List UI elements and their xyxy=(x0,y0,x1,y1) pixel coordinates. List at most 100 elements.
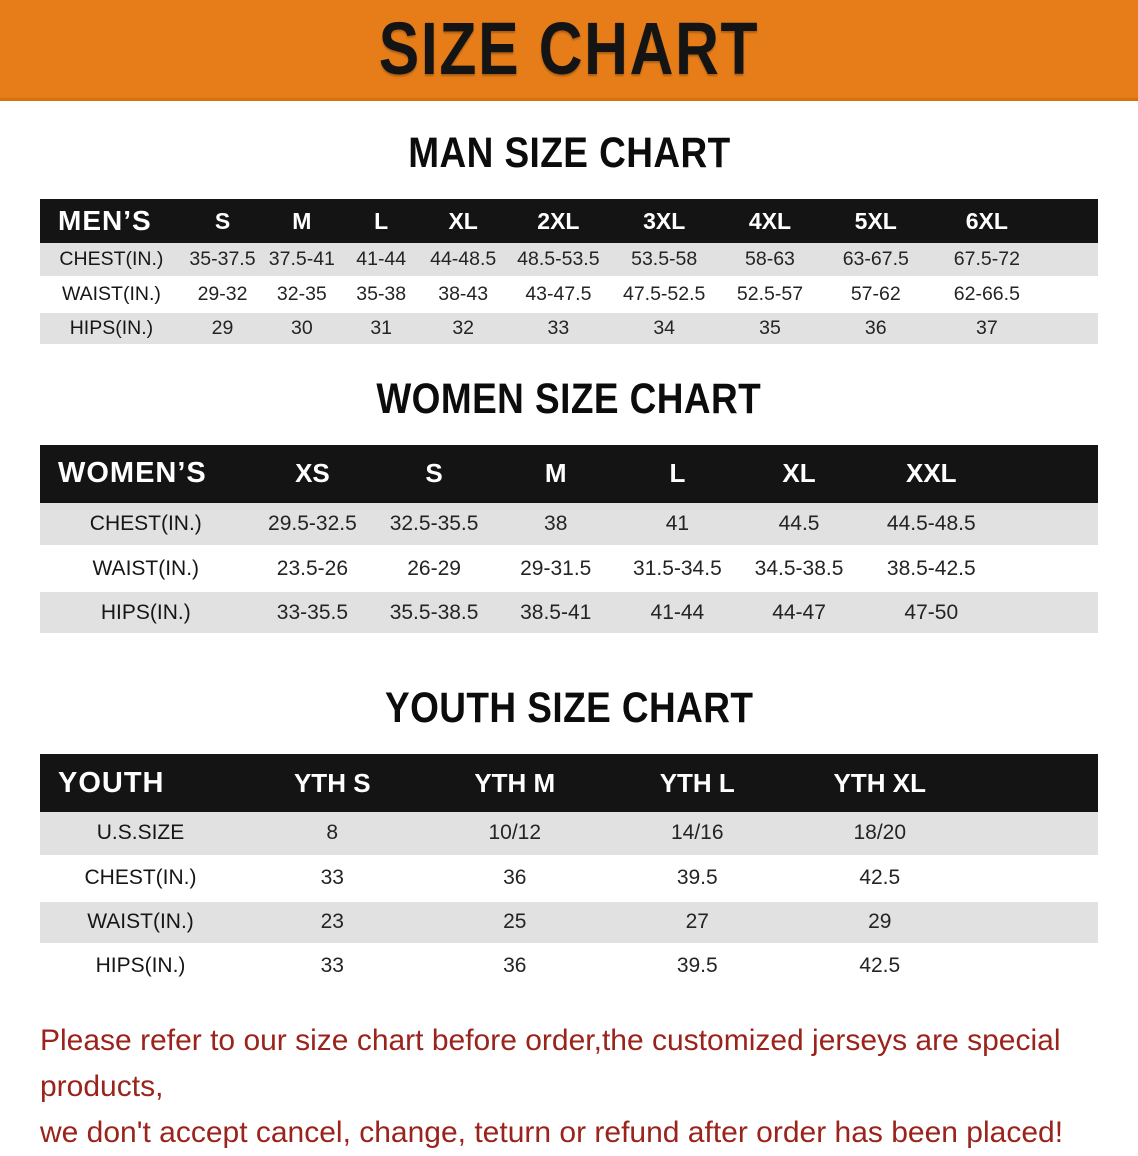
size-table: MEN’S S M L XL 2XL 3XL 4XL 5XL 6XL CHEST(IN.) 35-37… xyxy=(40,199,1098,347)
table-header-row: YOUTH YTH S YTH M YTH L YTH XL xyxy=(40,754,1098,812)
size-value-cell: 38-43 xyxy=(438,282,489,305)
corner-label: WOMEN’S xyxy=(40,444,252,503)
row-filler xyxy=(1045,243,1098,277)
row-label: WAIST(IN.) xyxy=(87,910,194,933)
column-header: XL xyxy=(738,444,860,503)
size-value-cell: 31.5-34.5 xyxy=(633,556,722,580)
row-filler xyxy=(1003,591,1098,635)
men-size-table: MEN’S S M L XL 2XL 3XL 4XL 5XL 6XL CHEST(IN.) 35-37… xyxy=(40,199,1098,347)
size-value-cell: 33 xyxy=(547,316,570,339)
row-filler xyxy=(1045,311,1098,345)
table-header-row: WOMEN’S XS S M L XL XXL xyxy=(40,444,1098,503)
column-header: XL xyxy=(420,199,506,243)
size-value-cell: 38.5-42.5 xyxy=(886,556,976,580)
table-row: U.S.SIZE 8 10/12 14/16 18/20 xyxy=(40,812,1098,856)
men-section-title: MAN SIZE CHART xyxy=(407,129,731,177)
size-value-cell: 36 xyxy=(503,866,527,889)
size-value-cell: 26-29 xyxy=(407,556,461,580)
size-value-cell: 33 xyxy=(320,954,344,977)
column-header: XXL xyxy=(859,444,1003,503)
header-filler xyxy=(971,754,1098,812)
size-value-cell: 41 xyxy=(665,511,690,535)
disclaimer-line-2: we don't accept cancel, change, teturn o… xyxy=(40,1115,1064,1149)
size-value-cell: 29 xyxy=(211,316,234,339)
size-value-cell: 32-35 xyxy=(276,282,327,305)
size-value-cell: 44.5 xyxy=(778,511,820,535)
size-value-cell: 34 xyxy=(653,316,676,339)
row-filler xyxy=(971,944,1098,988)
size-value-cell: 44-48.5 xyxy=(430,247,497,270)
youth-size-table: YOUTH YTH S YTH M YTH L YTH XL U.S.SIZE 8 10/12… xyxy=(40,754,1098,990)
size-chart-banner: SIZE CHART xyxy=(0,0,1138,101)
size-value-cell: 31 xyxy=(370,316,393,339)
size-value-cell: 63-67.5 xyxy=(842,247,909,270)
column-header: YTH M xyxy=(423,754,607,812)
column-header: S xyxy=(182,199,263,243)
table-row: HIPS(IN.) 33 36 39.5 42.5 xyxy=(40,944,1098,988)
size-value-cell: 43-47.5 xyxy=(525,282,592,305)
size-value-cell: 41-44 xyxy=(650,600,705,624)
row-label: HIPS(IN.) xyxy=(69,316,154,339)
size-value-cell: 53.5-58 xyxy=(631,247,698,270)
size-value-cell: 29-31.5 xyxy=(520,556,592,580)
table-row: WAIST(IN.) 29-32 32-35 35-38 38-43 43-47.5 47.… xyxy=(40,277,1098,311)
size-value-cell: 27 xyxy=(685,910,709,933)
size-value-cell: 35.5-38.5 xyxy=(389,600,479,624)
row-label: CHEST(IN.) xyxy=(59,247,164,270)
row-label: HIPS(IN.) xyxy=(100,600,191,624)
size-value-cell: 42.5 xyxy=(859,866,901,889)
size-value-cell: 35-37.5 xyxy=(189,247,256,270)
size-value-cell: 44.5-48.5 xyxy=(886,511,976,535)
size-value-cell: 47.5-52.5 xyxy=(622,282,706,305)
column-header: YTH XL xyxy=(788,754,972,812)
table-row: WAIST(IN.) 23 25 27 29 xyxy=(40,900,1098,944)
size-value-cell: 38.5-41 xyxy=(520,600,592,624)
size-value-cell: 33 xyxy=(320,866,344,889)
size-value-cell: 29.5-32.5 xyxy=(268,511,357,535)
header-filler xyxy=(1045,199,1098,243)
row-filler xyxy=(1003,503,1098,547)
size-value-cell: 39.5 xyxy=(676,866,718,889)
size-value-cell: 37.5-41 xyxy=(268,247,335,270)
size-value-cell: 39.5 xyxy=(676,954,718,977)
size-value-cell: 33-35.5 xyxy=(276,600,349,624)
row-filler xyxy=(1045,277,1098,311)
row-label: WAIST(IN.) xyxy=(61,282,161,305)
size-value-cell: 36 xyxy=(864,316,887,339)
row-filler xyxy=(971,856,1098,900)
row-label: CHEST(IN.) xyxy=(84,866,197,889)
row-label: CHEST(IN.) xyxy=(89,511,202,535)
size-value-cell: 37 xyxy=(976,316,998,339)
column-header: YTH S xyxy=(241,754,424,812)
corner-label: YOUTH xyxy=(40,754,242,812)
table-row: CHEST(IN.) 35-37.5 37.5-41 41-44 44-48.5 48.5… xyxy=(40,243,1098,277)
size-value-cell: 57-62 xyxy=(850,282,901,305)
size-value-cell: 34.5-38.5 xyxy=(754,556,844,580)
corner-label: MEN’S xyxy=(40,199,183,243)
table-row: CHEST(IN.) 29.5-32.5 32.5-35.5 38 41 44.5 44.5… xyxy=(40,502,1098,547)
size-value-cell: 38 xyxy=(544,511,568,535)
row-label: U.S.SIZE xyxy=(96,821,185,845)
column-header: 2XL xyxy=(505,199,612,243)
column-header: L xyxy=(341,199,421,243)
table-row: CHEST(IN.) 33 36 39.5 42.5 xyxy=(40,856,1098,900)
size-value-cell: 62-66.5 xyxy=(953,282,1020,305)
column-header: M xyxy=(494,444,617,503)
column-header: 6XL xyxy=(928,199,1046,243)
banner-title: SIZE CHART xyxy=(378,7,760,90)
size-value-cell: 36 xyxy=(503,954,527,977)
row-label: HIPS(IN.) xyxy=(95,954,186,977)
youth-section-title: YOUTH SIZE CHART xyxy=(384,684,754,732)
disclaimer-note: Please refer to our size chart before or… xyxy=(40,1018,1098,1156)
size-value-cell: 32 xyxy=(452,316,475,339)
row-filler xyxy=(971,812,1098,856)
row-filler xyxy=(1003,547,1098,591)
size-value-cell: 14/16 xyxy=(670,821,724,845)
women-size-chart-section: WOMEN SIZE CHART WOMEN’S XS S M L XL XXL CHEST(… xyxy=(0,375,1138,637)
column-header: XS xyxy=(251,444,374,503)
size-value-cell: 58-63 xyxy=(745,247,795,270)
size-value-cell: 10/12 xyxy=(488,821,542,845)
size-table: YOUTH YTH S YTH M YTH L YTH XL U.S.SIZE 8 10/12… xyxy=(40,754,1098,990)
size-value-cell: 30 xyxy=(290,316,313,339)
size-value-cell: 8 xyxy=(326,821,339,845)
